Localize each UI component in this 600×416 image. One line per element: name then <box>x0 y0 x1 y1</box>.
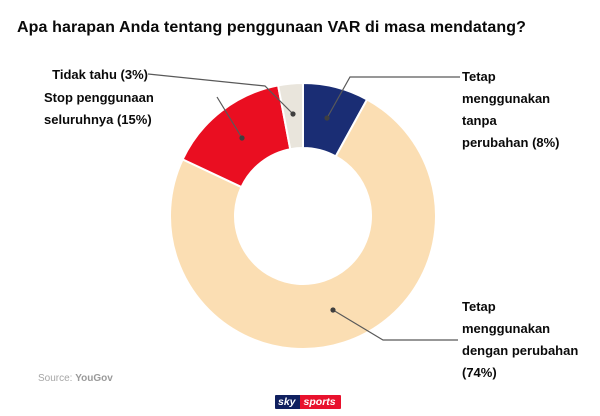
callout-label-dengan-perubahan: Tetap menggunakan dengan perubahan (74%) <box>462 299 579 380</box>
sky-sports-logo: sky sports <box>275 395 341 409</box>
leader-dot-tidak-tahu <box>290 111 296 117</box>
source-attribution: Source: YouGov <box>38 373 113 384</box>
donut-slice-tidak-tahu <box>277 82 304 151</box>
leader-line-tidak-tahu <box>147 73 294 115</box>
leader-line-dengan-perubahan <box>332 309 458 341</box>
source-prefix: Source: <box>38 373 73 384</box>
callout-label-tidak-tahu: Tidak tahu (3%) <box>52 67 148 82</box>
source-name: YouGov <box>75 373 113 384</box>
callout-label-stop-penggunaan: Stop penggunaan seluruhnya (15%) <box>44 90 154 127</box>
leader-line-tanpa-perubahan <box>326 76 460 119</box>
leader-lines <box>147 73 460 341</box>
donut-slices <box>169 82 437 350</box>
sky-logo-box: sky <box>275 395 300 409</box>
leader-dot-dengan-perubahan <box>330 307 336 313</box>
callout-label-tanpa-perubahan: Tetap menggunakan tanpa perubahan (8%) <box>462 69 560 150</box>
leader-line-stop-penggunaan <box>216 96 243 139</box>
donut-slice-dengan-perubahan <box>169 98 437 350</box>
leader-dot-tanpa-perubahan <box>324 115 330 121</box>
sports-logo-box: sports <box>299 395 341 409</box>
chart-title: Apa harapan Anda tentang penggunaan VAR … <box>17 19 526 36</box>
leader-dot-stop-penggunaan <box>239 135 245 141</box>
